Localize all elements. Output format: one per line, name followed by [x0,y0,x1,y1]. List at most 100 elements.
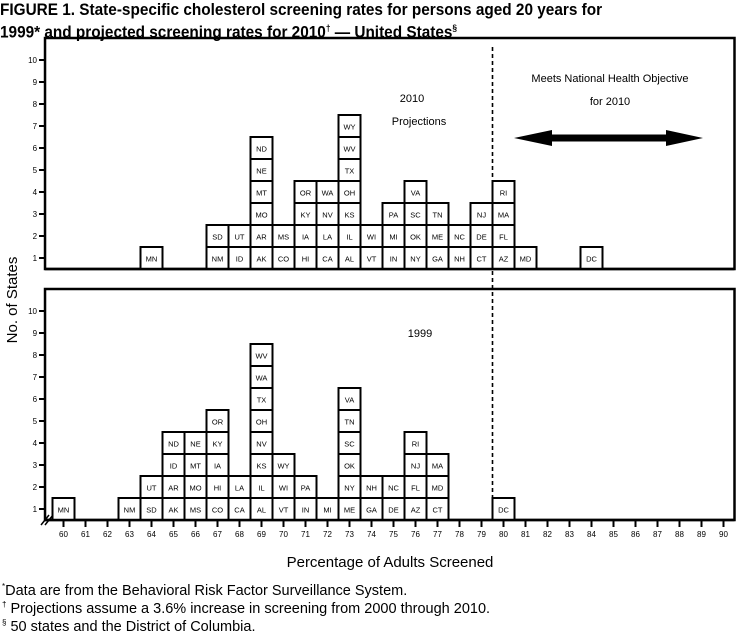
state-label: MA [498,211,509,220]
state-label: NM [124,506,136,515]
title-line-1: FIGURE 1. State-specific cholesterol scr… [0,1,603,19]
state-label: KY [212,440,222,449]
footnote-2: † Projections assume a 3.6% increase in … [2,600,490,617]
x-tick-label: 73 [345,530,354,539]
state-label: TN [433,211,443,220]
x-tick-label: 61 [81,530,90,539]
x-tick-label: 80 [499,530,508,539]
state-label: NJ [477,211,486,220]
state-label: VA [411,189,420,198]
x-tick-label: 89 [697,530,706,539]
state-label: KY [300,211,310,220]
y-tick-label: 3 [33,461,38,470]
state-label: SD [146,506,157,515]
y-tick-label: 3 [33,210,38,219]
footnote-mark: † [2,600,7,609]
state-label: FL [499,233,508,242]
state-label: WI [367,233,376,242]
double-arrow-icon [514,130,703,146]
state-label: AR [168,484,179,493]
footnote-3: § 50 states and the District of Columbia… [2,618,256,635]
x-tick-label: 65 [169,530,178,539]
state-box [491,180,516,204]
state-label: TN [345,418,355,427]
state-box [337,387,362,411]
state-box [403,180,428,204]
x-tick-label: 84 [587,530,596,539]
state-label: WV [343,145,355,154]
state-label: WY [343,123,355,132]
state-label: NV [256,440,266,449]
y-tick-label: 8 [33,351,38,360]
x-tick-label: 67 [213,530,222,539]
state-label: MA [432,462,443,471]
state-label: CA [322,255,332,264]
state-label: AL [345,255,354,264]
state-label: WA [322,189,334,198]
state-label: DC [498,506,509,515]
state-label: WV [255,352,267,361]
objective-label: for 2010 [590,96,630,108]
state-label: IA [302,233,309,242]
state-label: UT [235,233,245,242]
x-tick-label: 83 [565,530,574,539]
state-box [271,453,296,477]
state-label: LA [235,484,244,493]
state-label: AK [168,506,178,515]
state-box [425,453,450,477]
state-label: KS [344,211,354,220]
state-label: AK [256,255,266,264]
state-label: OK [410,233,421,242]
state-label: KS [256,462,266,471]
state-label: OR [300,189,312,198]
state-label: MN [58,506,70,515]
state-box [293,475,318,499]
state-label: ME [344,506,355,515]
y-tick-label: 4 [33,188,38,197]
state-label: SC [410,211,421,220]
state-label: WA [256,374,268,383]
state-label: AR [256,233,267,242]
y-tick-label: 4 [33,439,38,448]
state-label: MI [389,233,397,242]
y-tick-label: 10 [28,56,37,65]
state-label: MS [190,506,201,515]
state-label: PA [389,211,398,220]
state-label: MN [146,255,158,264]
state-label: CT [433,506,443,515]
state-label: OH [256,418,267,427]
state-label: NE [190,440,200,449]
state-label: NH [454,255,465,264]
x-tick-label: 82 [543,530,552,539]
annotation-year: 2010 [400,93,424,105]
y-tick-label: 1 [33,254,38,263]
y-tick-label: 6 [33,395,38,404]
x-tick-label: 63 [125,530,134,539]
state-label: MD [432,484,444,493]
state-label: WY [277,462,289,471]
footnote-text: Projections assume a 3.6% increase in sc… [6,600,491,617]
axis-break-icon [40,514,54,526]
x-tick-label: 66 [191,530,200,539]
y-tick-label: 9 [33,78,38,87]
x-tick-label: 78 [455,530,464,539]
state-label: AZ [411,506,421,515]
state-label: NV [322,211,332,220]
x-tick-label: 71 [301,530,310,539]
state-label: RI [412,440,420,449]
state-label: WI [279,484,288,493]
state-label: AL [257,506,266,515]
state-label: VA [345,396,354,405]
state-label: NM [212,255,224,264]
state-label: NY [410,255,420,264]
objective-label: Meets National Health Objective [531,73,688,85]
state-box [425,202,450,226]
state-label: MD [520,255,532,264]
state-label: UT [147,484,157,493]
y-tick-label: 7 [33,373,38,382]
state-label: IN [302,506,310,515]
state-label: CA [234,506,244,515]
state-label: CO [278,255,289,264]
y-tick-label: 2 [33,483,38,492]
